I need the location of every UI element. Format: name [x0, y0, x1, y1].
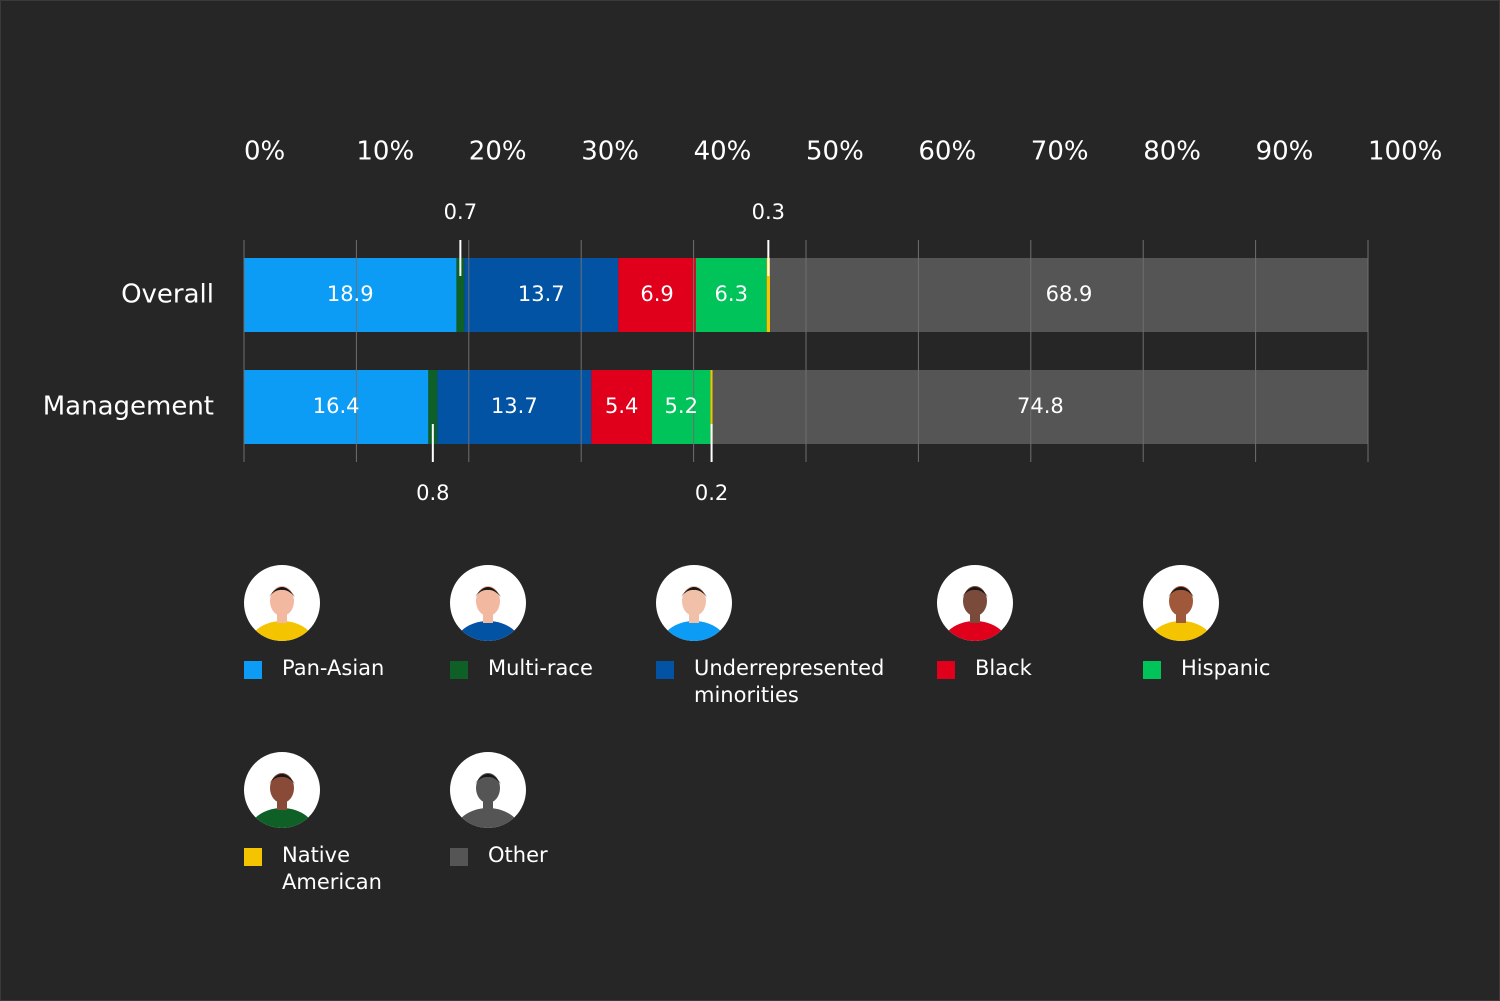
value-label: 6.9 [640, 282, 673, 306]
legend-swatch [937, 661, 955, 679]
bars [244, 258, 1368, 444]
value-label: 74.8 [1017, 394, 1064, 418]
x-tick-label: 20% [469, 137, 527, 167]
value-label: 0.2 [695, 481, 728, 505]
bar-segment [244, 258, 457, 332]
legend-swatch [244, 848, 262, 866]
legend-label: Native American [282, 843, 382, 894]
x-tick-label: 30% [581, 137, 639, 167]
value-label: 6.3 [715, 282, 748, 306]
x-tick-label: 80% [1143, 137, 1201, 167]
avatar [656, 565, 732, 641]
bar-segment [710, 370, 713, 444]
value-label: 5.4 [605, 394, 638, 418]
legend-swatch [244, 661, 262, 679]
bar-segment [244, 370, 429, 444]
bar-segment [766, 258, 771, 332]
x-tick-label: 10% [356, 137, 414, 167]
x-tick-label: 60% [918, 137, 976, 167]
legend-swatch [656, 661, 674, 679]
value-label: 0.3 [752, 200, 785, 224]
y-tick-label: Management [43, 392, 214, 422]
bar-segment [428, 370, 438, 444]
legend-label: Underrepresented minorities [694, 656, 885, 707]
bar-segment [770, 258, 1368, 332]
avatar [450, 752, 526, 828]
x-tick-label: 100% [1368, 137, 1442, 167]
legend-label: Pan-Asian [282, 656, 385, 680]
value-label: 0.7 [444, 200, 477, 224]
legend-label: Black [975, 656, 1032, 680]
bar-segment [456, 258, 465, 332]
y-tick-label: Overall [121, 280, 214, 310]
bar-segment [712, 370, 1368, 444]
legend-label: Multi-race [488, 656, 593, 680]
avatar [244, 752, 320, 828]
bar-segment [437, 370, 592, 444]
bar-segment [464, 258, 619, 332]
legend-label: Hispanic [1181, 656, 1271, 680]
x-tick-label: 90% [1256, 137, 1314, 167]
value-label: 18.9 [327, 282, 374, 306]
x-tick-label: 70% [1031, 137, 1089, 167]
legend-swatch [1143, 661, 1161, 679]
x-tick-label: 0% [244, 137, 285, 167]
legend-swatch [450, 848, 468, 866]
value-label: 13.7 [518, 282, 565, 306]
x-tick-label: 40% [694, 137, 752, 167]
avatar [1143, 565, 1219, 641]
bar-segment [618, 258, 696, 332]
value-label: 5.2 [665, 394, 698, 418]
bar-segment [591, 370, 653, 444]
bar-segment [652, 370, 711, 444]
legend-swatch [450, 661, 468, 679]
value-label: 0.8 [416, 481, 449, 505]
value-label: 16.4 [313, 394, 360, 418]
x-tick-label: 50% [806, 137, 864, 167]
bar-segment [695, 258, 767, 332]
legend-label: Other [488, 843, 548, 867]
avatar [244, 565, 320, 641]
avatar [937, 565, 1013, 641]
avatar [450, 565, 526, 641]
value-label: 13.7 [491, 394, 538, 418]
value-label: 68.9 [1046, 282, 1093, 306]
